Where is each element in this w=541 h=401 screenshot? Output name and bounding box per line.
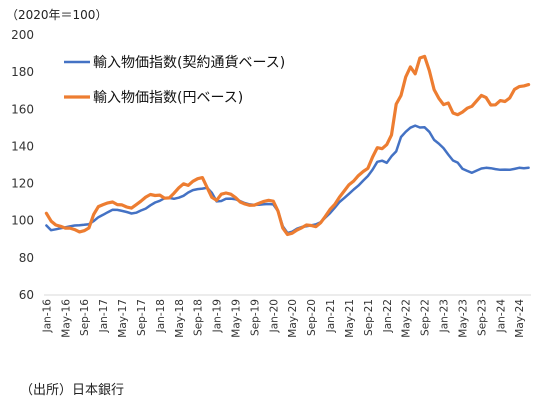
x-tick-label: Jan-19 [212,299,224,333]
x-tick-label: Jan-22 [382,299,394,333]
x-tick-label: Sep-19 [249,299,261,336]
x-tick-label: May-20 [287,299,299,338]
x-tick-label: Jan-17 [98,299,110,333]
x-tick-label: Jan-23 [439,299,451,333]
legend-label: 輸入物価指数(円ベース) [93,90,243,106]
legend: 輸入物価指数(契約通貨ベース) 輸入物価指数(円ベース) [64,54,285,106]
x-tick-label: Sep-23 [476,299,488,336]
series-line [44,54,531,237]
x-tick-label: Jan-18 [155,299,167,333]
x-tick-label: May-18 [174,299,186,338]
x-tick-label: Sep-18 [193,299,205,336]
x-tick-label: May-24 [514,299,526,338]
x-tick-label: May-23 [457,299,469,338]
x-tick-label: Sep-21 [363,299,375,336]
legend-label: 輸入物価指数(契約通貨ベース) [93,54,285,71]
y-tick-label: 140 [11,139,34,153]
x-tick-label: May-16 [60,299,72,338]
y-tick-label: 60 [19,288,34,302]
x-tick-label: Sep-16 [79,299,91,336]
y-axis-unit-label: （2020年＝100） [6,8,108,22]
x-tick-label: Jan-21 [325,299,337,333]
x-tick-label: May-19 [230,299,242,338]
y-tick-label: 120 [11,177,34,191]
x-tick-label: Sep-22 [420,299,432,336]
x-tick-label: Sep-17 [136,299,148,336]
y-tick-label: 200 [11,28,34,42]
x-tick-label: May-21 [344,299,356,338]
y-axis: 60 80 100 120 140 160 180 200 [11,28,34,302]
source-note: （出所）日本銀行 [20,383,125,398]
x-tick-label: Jan-24 [495,299,507,334]
y-tick-label: 160 [11,102,34,116]
y-tick-label: 100 [11,214,34,228]
x-tick-label: May-17 [117,299,129,338]
y-tick-label: 180 [11,65,34,79]
y-tick-label: 80 [19,251,34,265]
x-tick-label: Sep-20 [306,299,318,336]
series-lines [44,54,531,237]
x-tick-label: Jan-20 [268,299,280,333]
x-tick-label: Jan-16 [41,299,53,334]
series-line [45,124,530,235]
x-tick-label: May-22 [401,299,413,338]
x-axis: Jan-16 May-16 Sep-16 Jan-17 May-17 Sep-17 Jan-… [41,299,526,338]
